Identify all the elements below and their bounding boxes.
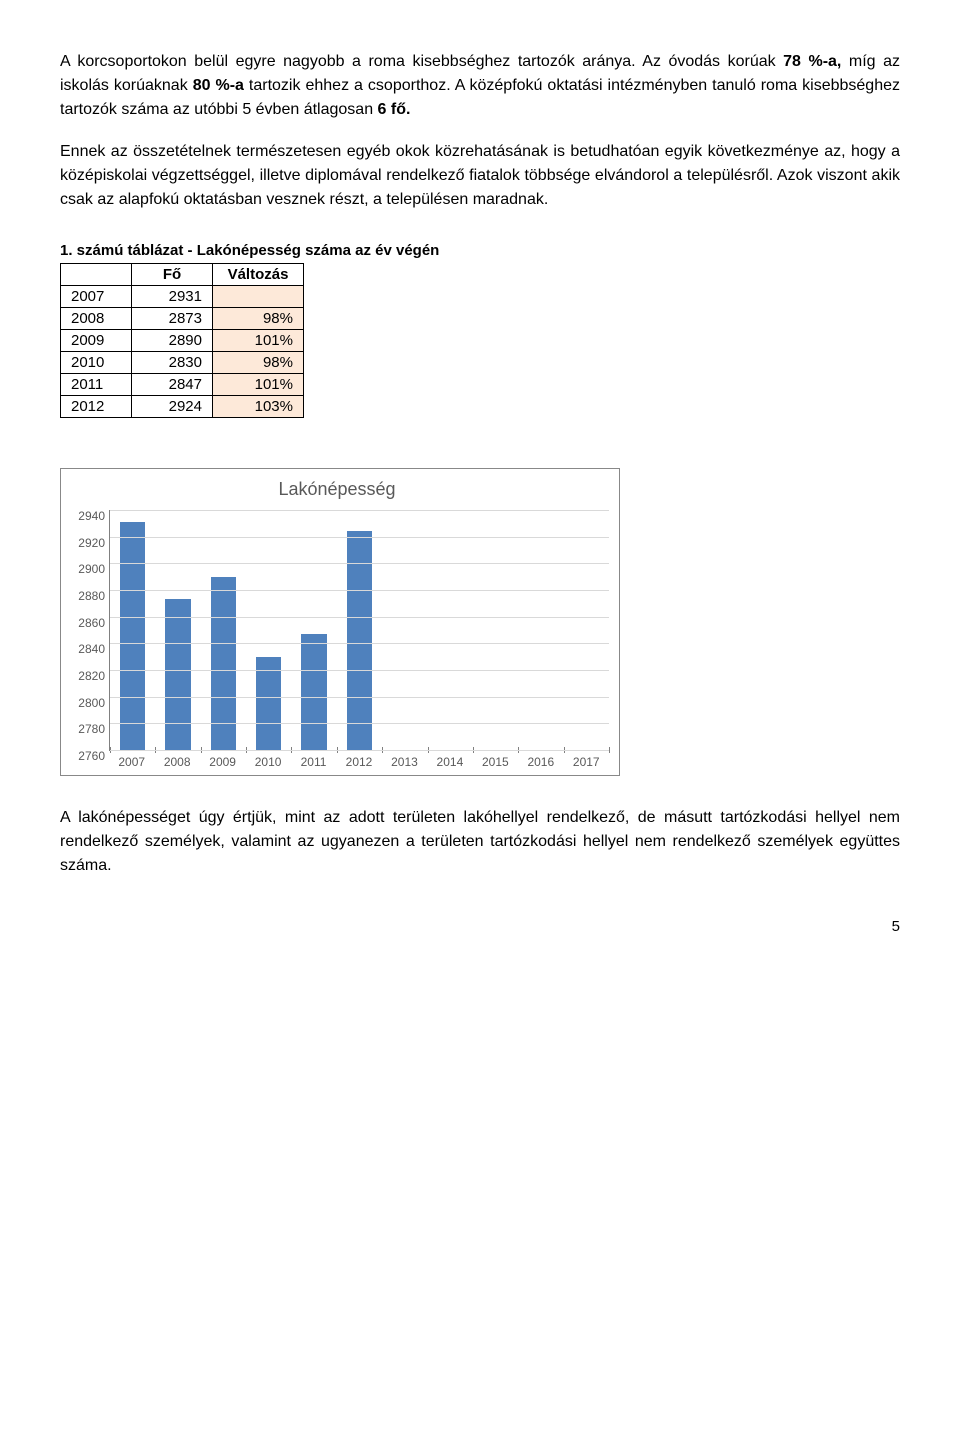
p1-bold-f: 6 fő. — [378, 101, 411, 118]
chart-x-axis: 2007200820092010201120122013201420152016… — [109, 755, 609, 769]
table-cell-year: 2008 — [61, 308, 132, 330]
x-tick-label: 2016 — [518, 755, 563, 769]
x-tick-label: 2009 — [200, 755, 245, 769]
table-cell-fo: 2931 — [132, 286, 213, 308]
bar-slot — [246, 510, 291, 750]
bar-slot — [473, 510, 518, 750]
table-cell-pct — [213, 286, 304, 308]
x-tick-label: 2011 — [291, 755, 336, 769]
grid-line — [110, 697, 609, 698]
table-cell-pct: 103% — [213, 396, 304, 418]
table-cell-fo: 2924 — [132, 396, 213, 418]
table-cell-year: 2012 — [61, 396, 132, 418]
bar-slot — [291, 510, 336, 750]
x-tick-label: 2017 — [564, 755, 609, 769]
grid-line — [110, 537, 609, 538]
bar-slot — [110, 510, 155, 750]
table-cell-year: 2007 — [61, 286, 132, 308]
grid-line — [110, 750, 609, 751]
x-tick-label: 2015 — [473, 755, 518, 769]
table-row: 20122924103% — [61, 396, 304, 418]
grid-line — [110, 643, 609, 644]
chart-area: 2940292029002880286028402820280027802760 — [65, 510, 609, 751]
paragraph-2: Ennek az összetételnek természetesen egy… — [60, 140, 900, 212]
grid-line — [110, 510, 609, 511]
grid-line — [110, 723, 609, 724]
table-row: 20092890101% — [61, 330, 304, 352]
bar-slot — [201, 510, 246, 750]
table-header-valt: Változás — [213, 264, 304, 286]
table-row: 20072931 — [61, 286, 304, 308]
table-cell-year: 2011 — [61, 374, 132, 396]
grid-line — [110, 590, 609, 591]
p1-text-a: A korcsoportokon belül egyre nagyobb a r… — [60, 53, 783, 70]
table-cell-pct: 98% — [213, 308, 304, 330]
grid-line — [110, 617, 609, 618]
p1-bold-b: 78 %-a, — [783, 53, 841, 70]
table-cell-year: 2009 — [61, 330, 132, 352]
bar — [165, 599, 190, 750]
x-tick-label: 2010 — [245, 755, 290, 769]
table-title: 1. számú táblázat - Lakónépesség száma a… — [60, 242, 900, 259]
bar-slot — [518, 510, 563, 750]
x-tick-label: 2013 — [382, 755, 427, 769]
bar-slot — [155, 510, 200, 750]
table-cell-fo: 2830 — [132, 352, 213, 374]
table-row: 2008287398% — [61, 308, 304, 330]
table-cell-pct: 98% — [213, 352, 304, 374]
bar-slot — [337, 510, 382, 750]
table-cell-pct: 101% — [213, 374, 304, 396]
table-header-empty — [61, 264, 132, 286]
paragraph-1: A korcsoportokon belül egyre nagyobb a r… — [60, 50, 900, 122]
population-chart: Lakónépesség 294029202900288028602840282… — [60, 468, 620, 776]
grid-line — [110, 563, 609, 564]
grid-line — [110, 670, 609, 671]
paragraph-3: A lakónépességet úgy értjük, mint az ado… — [60, 806, 900, 878]
table-cell-year: 2010 — [61, 352, 132, 374]
table-row: 20112847101% — [61, 374, 304, 396]
bar-slot — [382, 510, 427, 750]
p1-bold-d: 80 %-a — [193, 77, 244, 94]
bar-slot — [564, 510, 609, 750]
table-cell-fo: 2847 — [132, 374, 213, 396]
bar — [120, 522, 145, 750]
population-table: Fő Változás 200729312008287398%200928901… — [60, 263, 304, 418]
x-tick — [609, 747, 610, 753]
x-tick-label: 2012 — [336, 755, 381, 769]
table-cell-fo: 2873 — [132, 308, 213, 330]
bar — [301, 634, 326, 750]
bar-slot — [428, 510, 473, 750]
x-tick-label: 2008 — [154, 755, 199, 769]
table-header-fo: Fő — [132, 264, 213, 286]
chart-y-axis: 2940292029002880286028402820280027802760 — [65, 510, 109, 750]
table-row: 2010283098% — [61, 352, 304, 374]
x-tick-label: 2014 — [427, 755, 472, 769]
table-cell-fo: 2890 — [132, 330, 213, 352]
x-tick-label: 2007 — [109, 755, 154, 769]
chart-title: Lakónépesség — [65, 479, 609, 500]
table-cell-pct: 101% — [213, 330, 304, 352]
chart-plot — [109, 510, 609, 751]
page-number: 5 — [60, 918, 900, 935]
chart-bars — [110, 510, 609, 750]
table-header-row: Fő Változás — [61, 264, 304, 286]
